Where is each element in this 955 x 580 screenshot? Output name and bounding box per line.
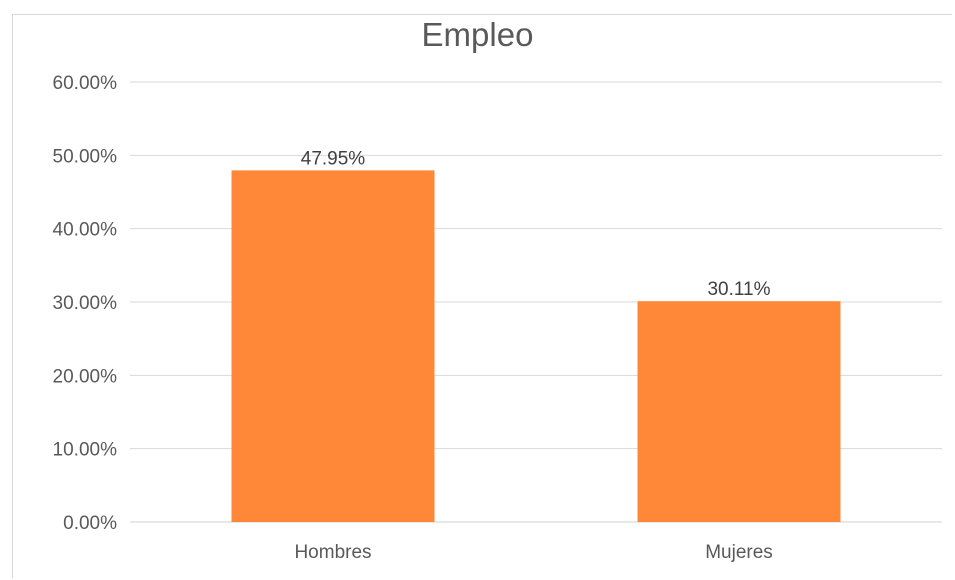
category-label: Mujeres <box>705 542 773 563</box>
bars <box>231 170 841 522</box>
data-label: 47.95% <box>301 148 366 169</box>
y-tick-label: 10.00% <box>53 440 118 461</box>
y-tick-label: 20.00% <box>53 366 118 387</box>
y-tick-label: 60.00% <box>53 73 118 94</box>
y-tick-label: 40.00% <box>53 220 118 241</box>
data-label: 30.11% <box>707 279 770 300</box>
y-tick-label: 30.00% <box>53 293 118 314</box>
data-labels: 47.95% 30.11% <box>301 148 771 300</box>
y-tick-label: 0.00% <box>63 513 117 534</box>
y-axis-ticks: 0.00% 10.00% 20.00% 30.00% 40.00% 50.00% 60.00… <box>53 73 118 534</box>
x-axis-categories: Hombres Mujeres <box>294 542 772 563</box>
y-tick-label: 50.00% <box>53 146 118 167</box>
bar-hombres <box>231 170 435 522</box>
bar-mujeres <box>637 301 841 522</box>
category-label: Hombres <box>294 542 371 563</box>
chart-title: Empleo <box>421 16 534 53</box>
chart-frame <box>12 14 952 578</box>
